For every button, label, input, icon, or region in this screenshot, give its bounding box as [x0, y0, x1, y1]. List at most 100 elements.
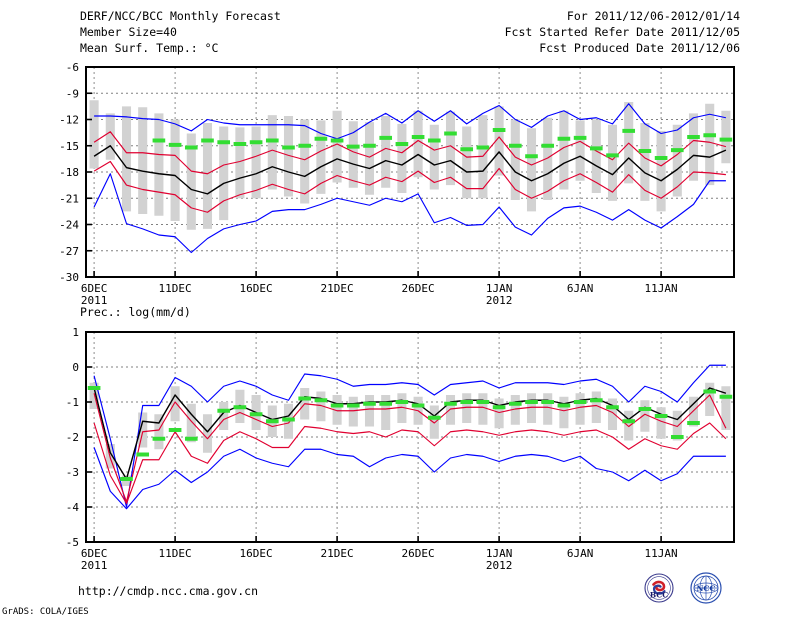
observation-marker [152, 138, 166, 143]
x-tick-label: 11DEC [159, 547, 192, 560]
observation-marker [525, 400, 538, 404]
spread-bar [202, 414, 213, 453]
spread-bar [462, 393, 472, 423]
y-tick-label: -15 [59, 140, 79, 153]
x-axis-year-new: 2012 [486, 294, 513, 307]
observation-marker [703, 133, 717, 138]
series-inner-upper [93, 131, 727, 175]
spread-bar [705, 103, 715, 186]
x-axis-year-new: 2012 [486, 559, 513, 572]
spread-bar [283, 116, 294, 197]
y-tick-label: -4 [66, 501, 80, 514]
observation-marker [606, 405, 619, 410]
observation-marker [168, 428, 182, 432]
observation-marker [282, 417, 295, 422]
bcc-logo: BCC [644, 573, 674, 603]
spread-bar [656, 407, 666, 439]
spread-bar [640, 123, 650, 201]
spread-bar [429, 405, 439, 439]
observation-marker [363, 143, 376, 148]
observation-marker [654, 414, 668, 418]
observation-marker [476, 145, 490, 150]
observation-marker [298, 396, 312, 401]
spread-bar [591, 391, 601, 423]
observation-marker [573, 400, 587, 404]
spread-bar [154, 113, 164, 216]
observation-marker [395, 400, 409, 404]
observation-marker [120, 477, 133, 481]
spread-bar [364, 122, 375, 195]
observation-marker [314, 398, 328, 403]
x-tick-label: 16DEC [240, 547, 273, 560]
spread-bar [526, 393, 537, 423]
observation-marker [654, 156, 668, 160]
series-inner-lower [93, 422, 727, 505]
spread-bar [397, 393, 407, 423]
observation-marker [346, 403, 360, 408]
spread-bar [105, 113, 115, 160]
spread-bar [364, 395, 375, 427]
observation-marker [622, 128, 636, 133]
spread-bar [494, 106, 504, 176]
spread-bar [559, 396, 569, 429]
spread-bar [429, 124, 439, 190]
observation-marker [314, 136, 328, 141]
observation-marker [541, 143, 555, 148]
series-ensemble-mean [93, 145, 727, 195]
spread-bar [672, 410, 682, 441]
spread-bar [235, 127, 245, 199]
y-tick-label: -24 [59, 219, 79, 232]
y-tick-label: -9 [66, 87, 79, 100]
observation-marker [265, 138, 279, 143]
spread-bar [494, 398, 504, 429]
spread-bar [559, 110, 569, 190]
y-tick-label: -21 [59, 192, 79, 205]
forecast-period-label: For 2011/12/06-2012/01/14 [566, 9, 740, 23]
observation-marker [411, 403, 425, 408]
observation-marker [168, 142, 182, 147]
spread-bar [89, 382, 99, 409]
chart-title: DERF/NCC/BCC Monthly Forecast [80, 9, 281, 23]
y-tick-label: -5 [66, 536, 79, 549]
spread-bar [526, 128, 537, 212]
spread-bar [688, 113, 699, 181]
observation-marker [492, 128, 506, 132]
x-tick-label: 11JAN [645, 282, 678, 295]
observation-marker [508, 143, 522, 148]
spread-bar [624, 410, 634, 441]
spread-bar [348, 121, 358, 188]
observation-marker [379, 401, 393, 406]
observation-marker [525, 154, 538, 159]
spread-bar [445, 395, 456, 425]
observation-marker [508, 401, 522, 406]
spread-bar [381, 395, 391, 430]
spread-bar [721, 386, 731, 430]
spread-bar [316, 391, 326, 422]
spread-bar [316, 120, 326, 194]
source-url[interactable]: http://cmdp.ncc.cma.gov.cn [78, 584, 259, 598]
x-tick-label: 6JAN [567, 547, 594, 560]
x-tick-label: 6DEC [81, 547, 108, 560]
observation-marker [136, 452, 150, 457]
spread-bar [186, 133, 196, 230]
observation-marker [687, 421, 700, 425]
observation-marker [233, 405, 247, 410]
forecast-produced-label: Fcst Produced Date 2011/12/06 [539, 41, 740, 55]
observation-marker [589, 146, 603, 151]
x-tick-label: 1JAN [486, 282, 513, 295]
x-tick-label: 6DEC [81, 282, 108, 295]
spread-bar [478, 393, 488, 425]
spread-bar [300, 119, 310, 204]
spread-bar [202, 123, 213, 229]
observation-marker [379, 135, 393, 140]
x-tick-label: 26DEC [402, 547, 435, 560]
series-outer-lower [93, 447, 726, 510]
observation-marker [589, 398, 603, 403]
series-inner-lower [93, 160, 726, 213]
y-tick-label: -6 [66, 61, 79, 74]
observation-marker [427, 138, 441, 143]
series-outer-upper [94, 103, 727, 140]
observation-marker [282, 145, 295, 150]
observation-marker [363, 401, 376, 406]
